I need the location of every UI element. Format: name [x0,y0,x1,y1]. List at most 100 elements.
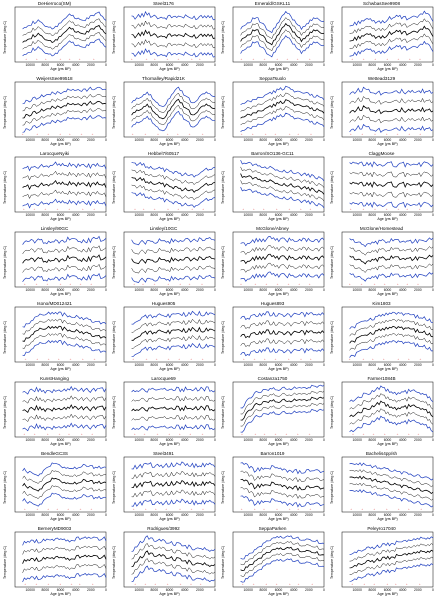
chart-svg: + + + + + + +10000 8000 6000 4000 2000 0 [341,231,434,292]
chart-svg: + + + + + + +10000 8000 6000 4000 2000 0 [232,456,325,517]
confidence-band [240,408,325,433]
sample-marker: + [361,132,363,136]
x-tick-label: 8000 [151,213,159,217]
x-tick-label: 4000 [399,513,407,517]
x-tick-label: 4000 [399,588,407,592]
x-axis-label: Age (yrs BP) [377,142,398,146]
chart-panel: Barron1019 + + + + + + +10000 8000 6000 4000 2000 0 T… [218,450,327,525]
x-tick-label: 6000 [166,213,174,217]
confidence-band [22,462,107,477]
confidence-band [131,48,216,58]
x-tick-label: 4000 [399,213,407,217]
x-tick-label: 8000 [369,438,377,442]
chart-svg: + + + + + + +10000 8000 6000 4000 2000 0 [14,6,107,67]
plot-frame [232,381,325,438]
inner-band [22,470,107,484]
x-tick-label: 6000 [384,363,392,367]
x-tick-label: 6000 [275,513,283,517]
confidence-band [349,563,434,582]
confidence-band [22,235,107,245]
sample-marker: + [274,132,276,136]
sample-marker: + [297,132,299,136]
chart-title: Hugues893 [260,301,285,306]
x-tick-label: 8000 [369,288,377,292]
chart-svg: + + + + + + +10000 8000 6000 4000 2000 0 [232,531,325,592]
x-axis-label: Age (yrs BP) [268,442,289,446]
inner-band [349,408,434,425]
chart-panel: ClaggMoose + + + + + + +10000 8000 6000 4000 2000 0 T… [327,150,436,225]
inner-band [131,489,216,498]
x-tick-label: 8000 [369,138,377,142]
x-tick-label: 6000 [166,363,174,367]
sample-marker: + [69,132,71,136]
y-axis-label: Temperature (deg C) [3,20,7,54]
inner-band [131,104,216,126]
x-tick-label: 4000 [72,63,80,67]
chart-svg: + + + + + + +10000 8000 6000 4000 2000 0 [341,6,434,67]
plot-frame [123,81,216,138]
x-tick-label: 2000 [305,288,313,292]
x-tick-label: 8000 [151,513,159,517]
plot-frame [341,81,434,138]
x-tick-label: 4000 [290,438,298,442]
sample-marker: + [146,57,148,61]
y-axis-label: Temperature (deg C) [221,170,225,204]
inner-band [349,246,434,256]
sample-marker: + [254,507,256,511]
sample-marker: + [289,582,291,586]
sample-marker: + [155,507,157,511]
confidence-band [349,489,434,508]
x-tick-label: 4000 [399,288,407,292]
inner-band [349,171,434,178]
x-tick-label: 6000 [275,438,283,442]
sample-marker: + [154,282,156,286]
chart-svg: + + + + + + +10000 8000 6000 4000 2000 0 [341,531,434,592]
plot-frame [341,6,434,63]
chart-title: LarocqueNyiki [39,151,70,156]
x-tick-label: 4000 [399,138,407,142]
sample-marker: + [134,207,136,211]
inner-band [22,18,107,37]
plot-frame [232,456,325,513]
x-tick-label: 0 [214,588,216,592]
sample-marker: + [254,432,256,436]
y-axis-label: Temperature (deg C) [112,470,116,504]
sample-marker: + [309,57,311,61]
inner-band [131,246,216,255]
x-tick-label: 10000 [134,438,144,442]
chart-title: BerneryMD9003 [37,526,72,531]
confidence-band [349,415,434,433]
sample-marker: + [179,507,181,511]
y-axis-label: Temperature (deg C) [330,545,334,579]
x-tick-label: 8000 [42,588,50,592]
y-axis-label: Temperature (deg C) [112,320,116,354]
chart-svg: + + + + + + +10000 8000 6000 4000 2000 0 [14,531,107,592]
sample-marker: + [395,582,397,586]
sample-marker: + [350,207,352,211]
chart-svg: + + + + + + +10000 8000 6000 4000 2000 0 [123,381,216,442]
sample-marker: + [419,582,421,586]
sample-marker: + [58,357,60,361]
x-tick-label: 8000 [369,513,377,517]
sample-marker: + [374,282,376,286]
confidence-band [349,462,434,481]
chart-title: ClaggMoose [368,151,395,156]
x-tick-label: 0 [432,213,434,217]
x-tick-label: 10000 [352,513,362,517]
confidence-band [131,386,216,393]
sample-marker: + [69,282,71,286]
confidence-band [22,311,107,328]
x-tick-label: 8000 [151,288,159,292]
sample-marker: + [180,582,182,586]
y-axis-label: Temperature (deg C) [221,545,225,579]
sample-marker: + [82,357,84,361]
x-tick-label: 10000 [352,138,362,142]
inner-band [240,470,325,483]
sample-marker: + [350,132,352,136]
x-axis-label: Age (yrs BP) [50,217,71,221]
confidence-band [240,535,325,560]
plot-frame [123,6,216,63]
sample-marker: + [191,207,193,211]
mean-line [349,325,434,344]
confidence-band [240,384,325,409]
